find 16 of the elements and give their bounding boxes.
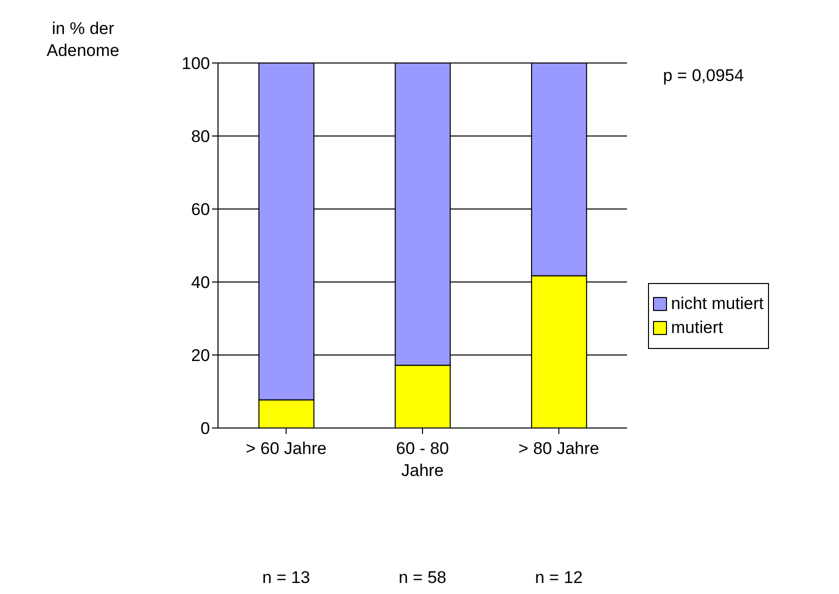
x-tick-label: > 80 Jahre — [518, 439, 600, 458]
y-tick-label: 80 — [191, 127, 210, 146]
y-tick-label: 60 — [191, 200, 210, 220]
y-axis-title: in % der Adenome — [46, 18, 120, 62]
y-tick-label: 40 — [191, 273, 210, 292]
legend-label: mutiert — [671, 318, 723, 338]
y-tick-label: 0 — [200, 419, 210, 438]
text: n = 58 — [398, 568, 448, 588]
y-tick-label: 100 — [182, 54, 210, 74]
text: n = 12 — [534, 568, 584, 588]
y-tick-label: 20 — [191, 346, 210, 366]
text: n = 13 — [261, 568, 312, 588]
x-tick-label: > 60 Jahre — [246, 439, 327, 458]
text: p = 0,0954 — [663, 66, 744, 86]
x-tick-label: 60 - 80 Jahre — [396, 439, 449, 480]
legend-label: nicht mutiert — [671, 294, 764, 314]
